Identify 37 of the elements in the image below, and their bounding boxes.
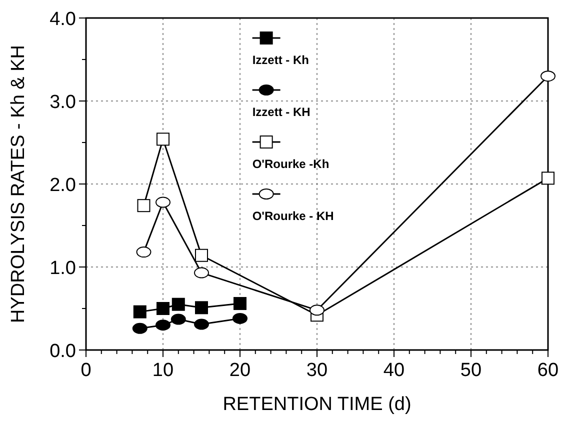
point bbox=[156, 132, 170, 146]
y-tick-label: 3.0 bbox=[50, 92, 76, 113]
legend-label: Izzett - Kh bbox=[252, 53, 309, 67]
y-tick-label: 4.0 bbox=[50, 9, 76, 30]
point bbox=[310, 304, 324, 316]
legend-label: O'Rourke -Kh bbox=[252, 157, 330, 171]
point bbox=[132, 322, 148, 334]
x-axis-title: RETENTION TIME (d) bbox=[222, 394, 412, 415]
point bbox=[136, 246, 152, 258]
y-axis-title: HYDROLYSIS RATES - Kh & KH bbox=[8, 44, 29, 324]
point bbox=[137, 199, 150, 212]
point bbox=[172, 298, 185, 311]
point bbox=[234, 297, 246, 310]
legend-label: O'Rourke - KH bbox=[252, 209, 334, 223]
point bbox=[195, 301, 208, 314]
x-tick-label: 60 bbox=[537, 360, 559, 381]
x-tick-label: 20 bbox=[229, 360, 251, 381]
point bbox=[194, 318, 209, 330]
point bbox=[232, 312, 248, 324]
y-tick-label: 2.0 bbox=[50, 175, 76, 196]
x-tick-label: 40 bbox=[383, 360, 405, 381]
point bbox=[133, 305, 146, 318]
point bbox=[156, 196, 170, 208]
x-tick-label: 0 bbox=[80, 360, 92, 381]
y-tick-label: 1.0 bbox=[50, 258, 76, 279]
point bbox=[195, 248, 208, 262]
x-tick-label: 10 bbox=[152, 360, 174, 381]
point bbox=[156, 302, 170, 315]
point bbox=[540, 70, 556, 82]
legend-label: Izzett - KH bbox=[252, 105, 310, 119]
y-tick-label: 0.0 bbox=[50, 341, 76, 362]
x-tick-label: 30 bbox=[306, 360, 328, 381]
point bbox=[542, 172, 554, 185]
point bbox=[156, 320, 170, 331]
point bbox=[170, 314, 186, 325]
x-tick-label: 50 bbox=[460, 360, 482, 381]
point bbox=[194, 267, 209, 278]
